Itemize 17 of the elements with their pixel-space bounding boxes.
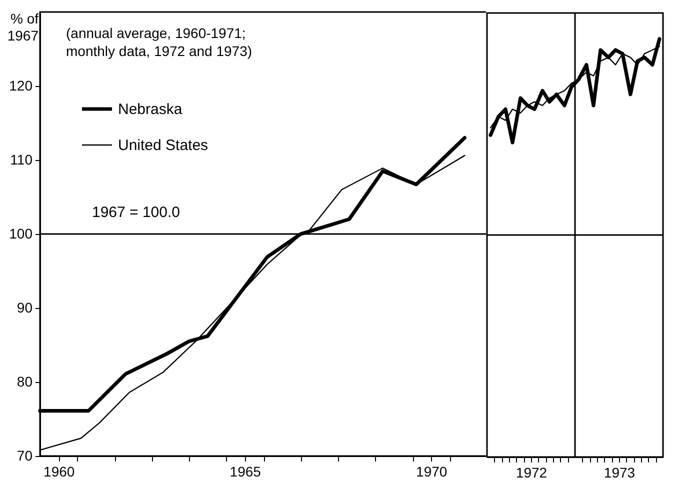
y-tick-label: 70 xyxy=(16,448,33,464)
y-tick-label: 90 xyxy=(16,300,33,316)
x-tick-label: 1965 xyxy=(230,464,262,480)
y-tick-label: 110 xyxy=(10,152,33,168)
y-tick-label: 100 xyxy=(9,226,33,242)
legend-label: Nebraska xyxy=(118,101,183,118)
x-tick-label: 1972 xyxy=(516,464,548,480)
annotation: (annual average, 1960-1971; xyxy=(66,25,246,41)
x-tick-label: 1960 xyxy=(44,464,75,480)
y-tick-label: 80 xyxy=(16,374,33,390)
legend-label: United States xyxy=(118,137,208,154)
ref-line-label: 1967 = 100.0 xyxy=(92,204,180,221)
annotation: monthly data, 1972 and 1973) xyxy=(66,43,252,59)
y-axis-title: % of 1967 xyxy=(7,10,39,44)
x-tick-label: 1970 xyxy=(416,464,448,480)
x-tick-label: 1973 xyxy=(604,464,636,480)
y-tick-label: 120 xyxy=(9,78,33,94)
